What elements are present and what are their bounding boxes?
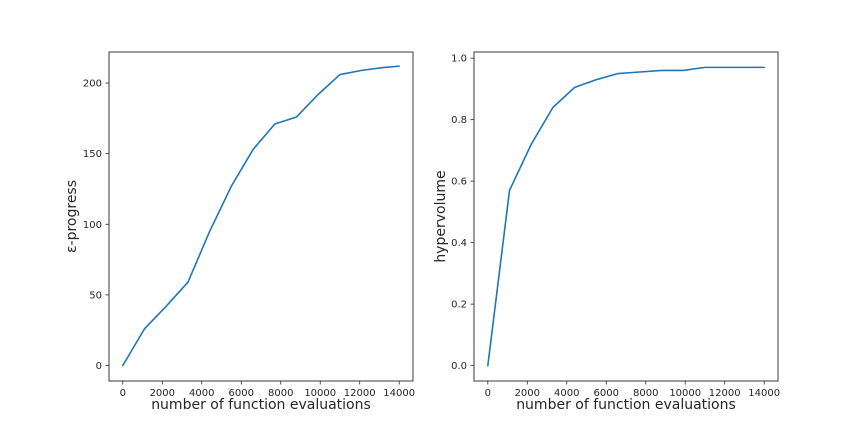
eps-y-tick-label: 0 xyxy=(96,361,102,372)
eps-x-tick-label: 14000 xyxy=(383,388,415,399)
hv-y-tick-label: 0.4 xyxy=(451,238,467,249)
eps-y-tick-label: 100 xyxy=(83,220,102,231)
hv-x-tick-label: 10000 xyxy=(669,388,701,399)
eps-y-tick-label: 50 xyxy=(89,290,102,301)
hv-y-axis-label: hypervolume xyxy=(433,170,449,262)
hv-x-axis-label: number of function evaluations xyxy=(516,397,736,413)
hv-series-line xyxy=(487,66,765,367)
hv-y-tick-label: 0.2 xyxy=(451,300,467,311)
eps-x-tick-label: 2000 xyxy=(150,388,175,399)
hv-x-tick-label: 4000 xyxy=(554,388,579,399)
hv-x-tick-label: 14000 xyxy=(748,388,780,399)
eps-series-line xyxy=(122,65,400,367)
hv-y-tick-label: 0.0 xyxy=(451,361,467,372)
eps-plot-frame xyxy=(108,51,414,382)
eps-y-axis-label: ε-progress xyxy=(64,180,80,253)
eps-x-tick-label: 12000 xyxy=(344,388,376,399)
hv-x-tick-label: 6000 xyxy=(594,388,619,399)
epsilon-progress-chart: 0 2000 4000 6000 8000 10000 12000 14000 0 50 100 15… xyxy=(64,51,415,413)
hv-x-tick-label: 8000 xyxy=(633,388,658,399)
hv-y-tick-label: 1.0 xyxy=(451,54,467,65)
hv-x-tick-label: 2000 xyxy=(515,388,540,399)
eps-x-tick-label: 8000 xyxy=(268,388,293,399)
eps-x-axis-label: number of function evaluations xyxy=(151,397,371,413)
eps-x-tick-label: 0 xyxy=(120,388,126,399)
eps-x-tick-label: 10000 xyxy=(304,388,336,399)
eps-x-tick-label: 4000 xyxy=(189,388,214,399)
eps-y-tick-label: 200 xyxy=(83,79,102,90)
eps-x-tick-label: 6000 xyxy=(229,388,254,399)
hv-plot-frame xyxy=(473,51,779,382)
hypervolume-chart: 0 2000 4000 6000 8000 10000 12000 14000 0.0 0.2 0.… xyxy=(433,51,780,413)
hv-x-tick-label: 0 xyxy=(485,388,491,399)
hv-y-tick-label: 0.6 xyxy=(451,177,467,188)
eps-y-tick-label: 150 xyxy=(83,149,102,160)
hv-y-tick-label: 0.8 xyxy=(451,115,467,126)
hv-x-tick-label: 12000 xyxy=(709,388,741,399)
